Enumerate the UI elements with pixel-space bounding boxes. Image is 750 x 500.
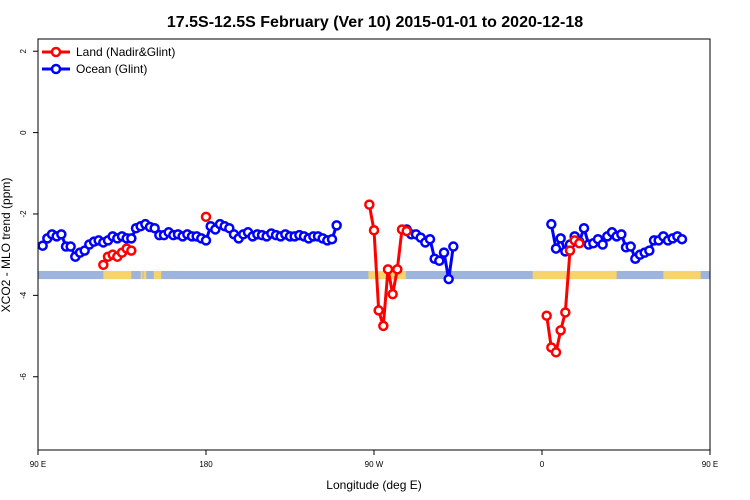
land-data-point	[382, 264, 394, 275]
ocean-data-point	[676, 233, 688, 245]
land-data-point	[392, 264, 403, 275]
legend-land-label: Land (Nadir&Glint)	[76, 45, 175, 59]
ocean-data-point	[578, 222, 590, 234]
ocean-data-point	[443, 273, 454, 285]
land-series-line	[545, 238, 581, 354]
land-data-point	[373, 305, 384, 316]
land-data-point	[401, 225, 412, 237]
land-data-point	[200, 211, 212, 223]
y-axis: 2 0 -2 -4 -6	[19, 48, 38, 380]
land-data-point	[98, 259, 109, 271]
legend-item-land: Land (Nadir&Glint)	[42, 45, 175, 59]
land-mask-segment	[153, 270, 162, 280]
x-tick-label: 90 W	[365, 460, 384, 469]
y-tick-label: -6	[19, 373, 28, 381]
ocean-data-point	[597, 239, 608, 250]
land-mask-segment	[663, 270, 701, 280]
land-data-point	[378, 320, 389, 332]
ocean-data-point	[56, 229, 67, 240]
land-data-point	[541, 310, 552, 321]
ocean-data-point	[616, 229, 627, 240]
y-tick-label: 2	[19, 48, 28, 53]
ocean-data-point	[434, 255, 445, 267]
ocean-data-point	[424, 233, 436, 245]
ocean-data-point	[555, 233, 566, 244]
plot-area	[37, 38, 711, 451]
ocean-data-point	[546, 218, 557, 230]
ocean-data-point	[200, 235, 212, 246]
y-tick-label: -2	[19, 210, 28, 218]
land-data-point	[126, 245, 137, 256]
land-mask-segment	[103, 270, 132, 280]
y-axis-label: XCO2 - MLO trend (ppm)	[0, 178, 13, 313]
land-data-point	[574, 238, 585, 249]
land-data-point	[387, 288, 398, 300]
legend-ocean-marker	[50, 63, 62, 75]
land-mask-segment	[532, 270, 617, 280]
legend-ocean-label: Ocean (Glint)	[76, 62, 147, 76]
x-axis-label: Longitude (deg E)	[326, 478, 421, 492]
ocean-data-point	[65, 241, 76, 252]
y-tick-label: -4	[19, 291, 28, 299]
land-data-point	[364, 199, 375, 210]
ocean-data-point	[448, 241, 459, 252]
ocean-data-point	[331, 220, 342, 231]
ocean-data-point	[149, 222, 160, 234]
land-mask-segment	[140, 270, 143, 280]
x-tick-label: 180	[199, 460, 213, 469]
legend-item-ocean: Ocean (Glint)	[42, 62, 147, 76]
legend: Land (Nadir&Glint) Ocean (Glint)	[42, 45, 175, 76]
land-data-point	[564, 245, 576, 256]
y-tick-label: 0	[19, 130, 28, 135]
x-tick-label: 90 E	[30, 460, 46, 469]
ocean-data-point	[326, 233, 338, 245]
land-data-point	[555, 325, 566, 336]
chart-title: 17.5S-12.5S February (Ver 10) 2015-01-01…	[167, 14, 583, 31]
ocean-data-point	[625, 241, 636, 252]
legend-land-marker	[50, 46, 62, 58]
ocean-data-point	[126, 233, 137, 244]
x-tick-label: 90 E	[702, 460, 718, 469]
land-mask-segment	[143, 270, 147, 280]
land-data-point	[560, 307, 571, 318]
x-axis: 90 E 180 90 W 0 90 E	[30, 450, 718, 469]
ocean-data-point	[38, 240, 48, 251]
ocean-data-point	[438, 247, 450, 258]
x-tick-label: 0	[540, 460, 545, 469]
ocean-data-point	[644, 245, 655, 256]
ocean-data-point	[550, 243, 562, 254]
land-data-point	[550, 347, 562, 358]
land-data-point	[368, 225, 380, 236]
